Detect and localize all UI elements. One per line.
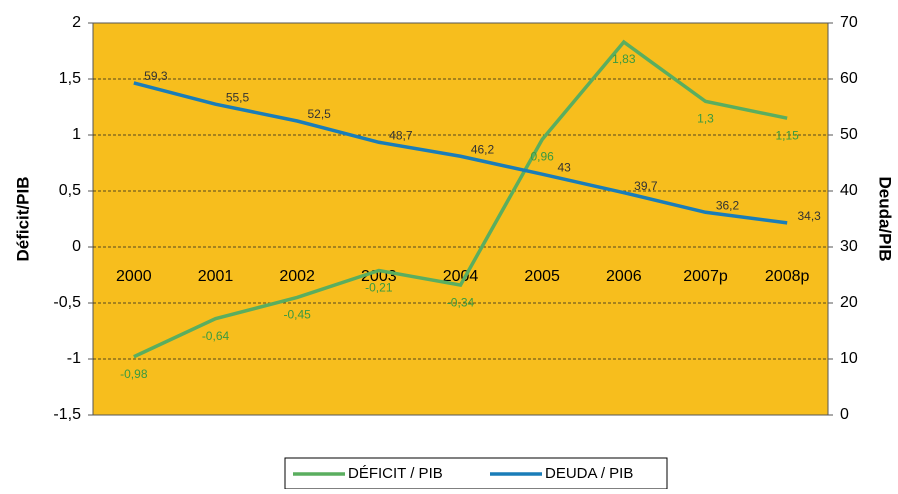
- plot-area: [92, 22, 829, 416]
- data-label: -0,98: [120, 367, 148, 381]
- legend-box: [284, 457, 668, 490]
- data-label: 1,83: [612, 52, 636, 66]
- y-tick-label: -1,5: [53, 406, 81, 423]
- data-label: 48,7: [389, 128, 413, 142]
- x-tick-label: 2002: [279, 268, 315, 285]
- legend-label: DÉFICIT / PIB: [348, 465, 443, 482]
- x-tick-label: 2005: [524, 268, 560, 285]
- data-label: 52,5: [307, 107, 331, 121]
- y2-tick-label: 30: [840, 238, 858, 255]
- y2-tick-label: 60: [840, 70, 858, 87]
- y2-tick-label: 20: [840, 294, 858, 311]
- y-tick-label: 1,5: [59, 70, 81, 87]
- y-axis-label: Déficit/PIB: [13, 176, 32, 261]
- data-label: 0,96: [530, 150, 554, 164]
- y-tick-label: 0,5: [59, 182, 81, 199]
- data-label: 43: [557, 160, 571, 174]
- y-tick-label: 0: [72, 238, 81, 255]
- y-tick-label: 1: [72, 126, 81, 143]
- y2-tick-label: 70: [840, 14, 858, 31]
- data-label: -0,45: [283, 308, 311, 322]
- data-label: 46,2: [471, 142, 495, 156]
- y2-tick-label: 10: [840, 350, 858, 367]
- data-label: -0,34: [447, 295, 475, 309]
- y-tick-label: -1: [67, 350, 81, 367]
- y2-tick-label: 50: [840, 126, 858, 143]
- data-label: -0,64: [202, 329, 230, 343]
- x-tick-label: 2007p: [683, 268, 728, 285]
- series-line: [133, 39, 788, 359]
- data-label: 1,15: [775, 128, 799, 142]
- x-tick-label: 2000: [116, 268, 152, 285]
- data-label: -0,21: [365, 281, 393, 295]
- data-label: 36,2: [716, 198, 740, 212]
- y2-tick-label: 40: [840, 182, 858, 199]
- y-tick-label: 2: [72, 14, 81, 31]
- data-label: 39,7: [634, 179, 658, 193]
- x-tick-label: 2001: [198, 268, 234, 285]
- data-label: 55,5: [226, 90, 250, 104]
- y-tick-label: -0,5: [53, 294, 81, 311]
- series-line: [133, 81, 788, 225]
- x-tick-label: 2008p: [765, 268, 810, 285]
- data-label: 1,3: [697, 112, 714, 126]
- data-label: 59,3: [144, 69, 168, 83]
- y2-axis-label: Deuda/PIB: [876, 176, 895, 261]
- y2-tick-label: 0: [840, 406, 849, 423]
- x-tick-label: 2006: [606, 268, 642, 285]
- data-label: 34,3: [797, 209, 821, 223]
- legend-label: DEUDA / PIB: [545, 465, 633, 482]
